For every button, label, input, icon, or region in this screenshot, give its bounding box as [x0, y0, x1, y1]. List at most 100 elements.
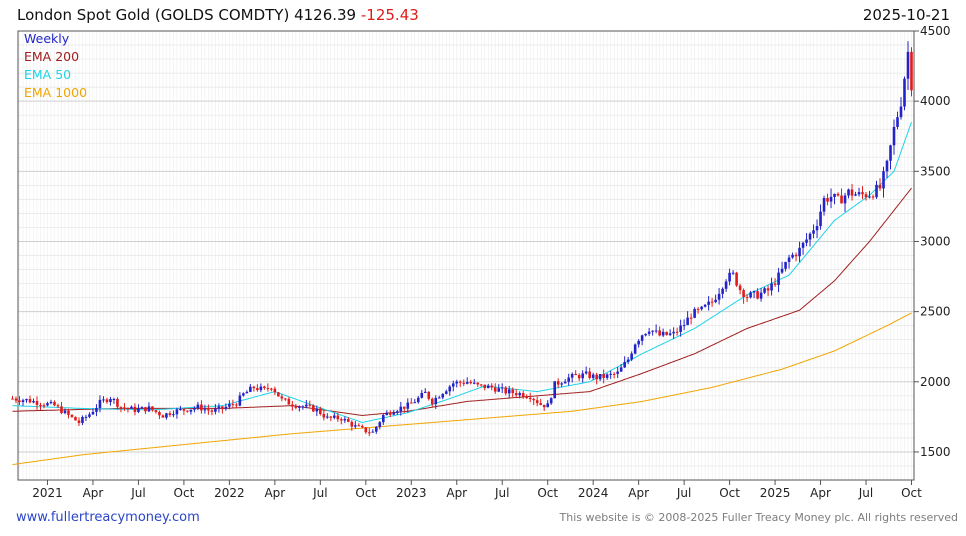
- candle-body: [11, 398, 14, 400]
- candle-body: [434, 397, 438, 405]
- candle-body: [402, 406, 406, 409]
- candle-body: [448, 386, 452, 392]
- candle-body: [679, 325, 682, 332]
- candle-body: [878, 184, 882, 189]
- legend-item: Weekly: [24, 31, 70, 46]
- candle-body: [308, 404, 312, 406]
- candle-body: [885, 160, 889, 172]
- x-tick-label: Jul: [312, 486, 327, 500]
- candle-body: [623, 361, 626, 368]
- candle-body: [871, 196, 875, 198]
- candle-body: [294, 406, 298, 408]
- candle-body: [409, 402, 413, 404]
- candle-body: [84, 416, 88, 418]
- candle-body: [584, 371, 588, 374]
- x-tick-label: Apr: [83, 486, 104, 500]
- candle-body: [462, 382, 466, 384]
- candle-body: [518, 393, 522, 396]
- candle-body: [773, 283, 777, 285]
- candle-body: [595, 374, 598, 380]
- ema-200-line: [12, 187, 912, 417]
- candle-body: [731, 272, 735, 274]
- candle-body: [738, 285, 742, 291]
- candle-body: [532, 398, 536, 401]
- candle-body: [724, 281, 728, 289]
- candle-body: [21, 400, 25, 402]
- candle-body: [553, 381, 556, 399]
- candle-body: [336, 415, 340, 420]
- candle-body: [413, 402, 417, 404]
- candle-body: [63, 410, 67, 414]
- candle-body: [245, 391, 249, 394]
- candle-body: [392, 412, 396, 415]
- candle-body: [14, 398, 18, 401]
- candle-body: [235, 404, 238, 406]
- x-tick-label: 2023: [396, 486, 427, 500]
- candle-body: [189, 409, 193, 412]
- candle-body: [899, 106, 903, 118]
- candle-body: [497, 388, 501, 392]
- candle-body: [665, 331, 668, 335]
- candle-body: [896, 117, 899, 127]
- candle-body: [794, 254, 798, 257]
- candle-body: [210, 410, 214, 412]
- candle-body: [161, 415, 165, 418]
- candle-body: [549, 398, 553, 404]
- candle-body: [423, 391, 427, 393]
- candle-body: [455, 381, 459, 384]
- candle-body: [256, 388, 259, 391]
- candle-body: [238, 395, 242, 406]
- candle-body: [511, 389, 515, 394]
- y-tick-label: 1500: [920, 445, 951, 459]
- candle-body: [486, 385, 490, 389]
- candle-body: [588, 371, 591, 378]
- candle-body: [231, 404, 235, 406]
- candle-body: [217, 406, 221, 409]
- candle-body: [458, 381, 462, 383]
- candle-body: [472, 382, 476, 384]
- candle-body: [791, 254, 794, 258]
- candle-body: [854, 194, 857, 196]
- candle-body: [525, 397, 529, 399]
- candle-body: [102, 399, 105, 401]
- candle-body: [654, 330, 658, 332]
- candle-body: [451, 383, 455, 387]
- candle-body: [144, 407, 147, 412]
- candle-body: [105, 399, 109, 403]
- candle-body: [95, 407, 98, 412]
- candle-body: [133, 406, 137, 412]
- candle-body: [546, 403, 550, 408]
- candle-body: [224, 406, 228, 409]
- candle-body: [399, 406, 403, 412]
- candle-body: [437, 397, 441, 399]
- candle-body: [864, 194, 868, 198]
- candle-body: [354, 425, 357, 427]
- axes: 1500 2000 2500 3000 3500 4000 4500 2021 Apr Jul Oc…: [17, 24, 951, 500]
- candle-body: [469, 382, 473, 384]
- candle-body: [46, 403, 49, 406]
- candle-body: [385, 412, 389, 416]
- candle-body: [49, 401, 53, 404]
- candle-body: [689, 317, 693, 319]
- candle-body: [833, 193, 836, 197]
- x-tick-label: Oct: [719, 486, 740, 500]
- candle-body: [542, 404, 546, 408]
- candle-body: [406, 402, 410, 409]
- candle-body: [500, 387, 504, 389]
- candle-body: [249, 386, 252, 392]
- x-tick-label: Apr: [628, 486, 649, 500]
- candle-body: [42, 405, 46, 407]
- candle-body: [507, 389, 511, 394]
- candle-body: [577, 375, 581, 379]
- plot-frame: [17, 30, 915, 481]
- candle-body: [259, 386, 263, 391]
- candle-body: [616, 371, 619, 374]
- candle-body: [483, 384, 487, 389]
- candle-body: [759, 292, 763, 299]
- website-link[interactable]: www.fullertreacymoney.com: [16, 510, 200, 525]
- candle-body: [889, 145, 892, 161]
- chart-date: 2025-10-21: [862, 6, 950, 24]
- candle-body: [675, 331, 679, 333]
- candle-body: [137, 408, 140, 412]
